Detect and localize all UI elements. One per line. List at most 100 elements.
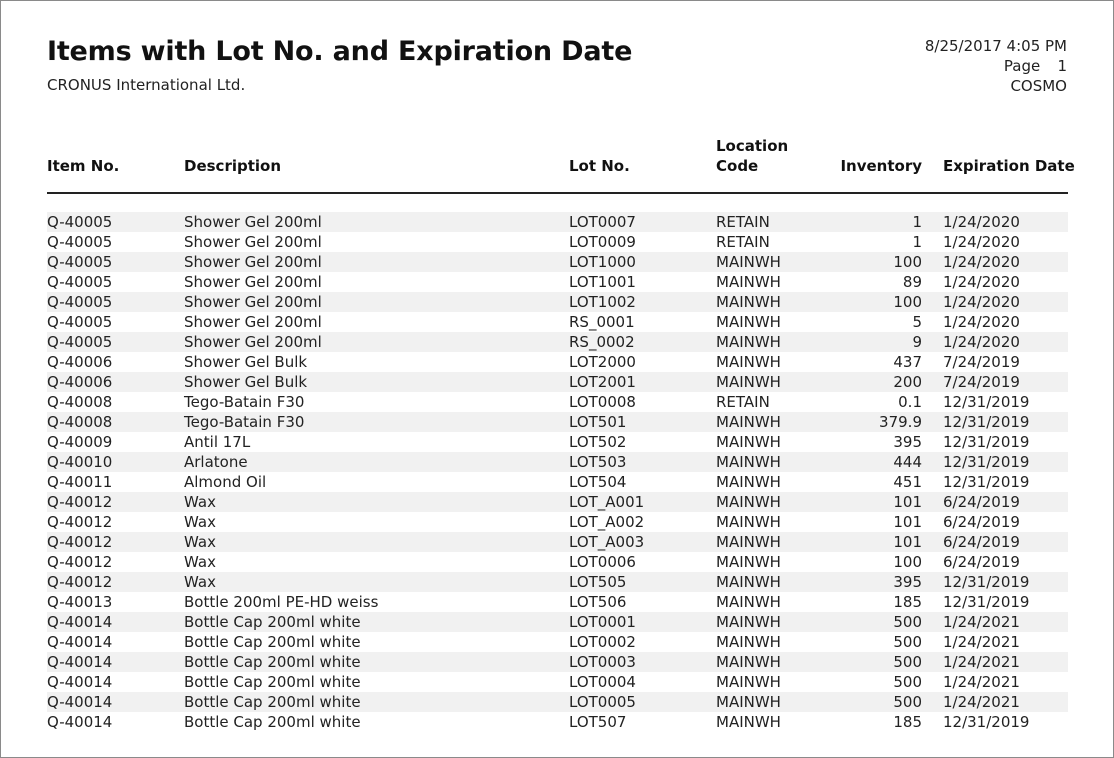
location-code-cell: MAINWH — [716, 553, 781, 571]
expiration-date-cell: 1/24/2020 — [943, 293, 1020, 311]
description-cell: Bottle Cap 200ml white — [184, 653, 361, 671]
table-row: Q-40013 Bottle 200ml PE-HD weiss LOT506 MAI… — [47, 592, 1068, 612]
description-cell: Arlatone — [184, 453, 248, 471]
report-datetime: 8/25/2017 4:05 PM — [924, 37, 1067, 55]
lot-no-cell: LOT505 — [569, 573, 627, 591]
inventory-cell: 100 — [893, 293, 922, 311]
lot-no-cell: LOT1000 — [569, 253, 636, 271]
table-row: Q-40012 Wax LOT_A002 MAINWH 101 6/24/2019 — [47, 512, 1068, 532]
location-code-cell: MAINWH — [716, 713, 781, 731]
page-indicator: Page 1 — [925, 56, 1067, 76]
table-row: Q-40005 Shower Gel 200ml LOT0009 RETAIN 1 1/2… — [47, 232, 1068, 252]
table-row: Q-40009 Antil 17L LOT502 MAINWH 395 12/31/201… — [47, 432, 1068, 452]
expiration-date-cell: 6/24/2019 — [943, 553, 1020, 571]
table-body: Q-40005 Shower Gel 200ml LOT0007 RETAIN 1 1/2… — [47, 212, 1068, 732]
description-cell: Shower Gel 200ml — [184, 333, 322, 351]
inventory-cell: 395 — [893, 433, 922, 451]
inventory-cell: 5 — [912, 313, 922, 331]
lot-no-cell: LOT507 — [569, 713, 627, 731]
inventory-cell: 200 — [893, 373, 922, 391]
expiration-date-cell: 12/31/2019 — [943, 453, 1030, 471]
table-row: Q-40012 Wax LOT_A001 MAINWH 101 6/24/2019 — [47, 492, 1068, 512]
item-no-cell: Q-40012 — [47, 553, 113, 571]
item-no-cell: Q-40012 — [47, 533, 113, 551]
inventory-cell: 101 — [893, 513, 922, 531]
location-code-cell: MAINWH — [716, 593, 781, 611]
table-row: Q-40008 Tego-Batain F30 LOT501 MAINWH 379.9 1… — [47, 412, 1068, 432]
item-no-cell: Q-40012 — [47, 513, 113, 531]
inventory-cell: 444 — [893, 453, 922, 471]
expiration-date-cell: 1/24/2020 — [943, 313, 1020, 331]
table-row: Q-40012 Wax LOT505 MAINWH 395 12/31/2019 — [47, 572, 1068, 592]
expiration-date-cell: 7/24/2019 — [943, 373, 1020, 391]
inventory-cell: 89 — [902, 273, 922, 291]
lot-no-cell: LOT2001 — [569, 373, 636, 391]
item-no-cell: Q-40014 — [47, 613, 113, 631]
expiration-date-cell: 1/24/2020 — [943, 253, 1020, 271]
location-code-cell: RETAIN — [716, 233, 770, 251]
lot-no-cell: LOT0004 — [569, 673, 636, 691]
report-user: COSMO — [1010, 77, 1067, 95]
expiration-date-cell: 7/24/2019 — [943, 353, 1020, 371]
item-no-cell: Q-40005 — [47, 293, 113, 311]
table-header: Item No. Description Lot No. Location Co… — [47, 134, 1075, 194]
location-code-cell: MAINWH — [716, 513, 781, 531]
description-cell: Shower Gel 200ml — [184, 293, 322, 311]
location-code-cell: MAINWH — [716, 333, 781, 351]
table-row: Q-40014 Bottle Cap 200ml white LOT0004 MAIN… — [47, 672, 1068, 692]
item-no-cell: Q-40006 — [47, 373, 113, 391]
location-code-cell: MAINWH — [716, 633, 781, 651]
location-code-cell: MAINWH — [716, 253, 781, 271]
description-cell: Bottle Cap 200ml white — [184, 613, 361, 631]
expiration-date-cell: 6/24/2019 — [943, 513, 1020, 531]
description-cell: Shower Gel 200ml — [184, 273, 322, 291]
inventory-cell: 100 — [893, 253, 922, 271]
expiration-date-cell: 1/24/2021 — [943, 653, 1020, 671]
location-code-cell: MAINWH — [716, 693, 781, 711]
lot-no-cell: LOT0007 — [569, 213, 636, 231]
item-no-cell: Q-40006 — [47, 353, 113, 371]
table-row: Q-40012 Wax LOT_A003 MAINWH 101 6/24/2019 — [47, 532, 1068, 552]
location-code-cell: MAINWH — [716, 653, 781, 671]
expiration-date-cell: 12/31/2019 — [943, 573, 1030, 591]
item-no-cell: Q-40014 — [47, 673, 113, 691]
table-row: Q-40012 Wax LOT0006 MAINWH 100 6/24/2019 — [47, 552, 1068, 572]
lot-no-cell: LOT506 — [569, 593, 627, 611]
description-cell: Wax — [184, 573, 216, 591]
location-code-cell: MAINWH — [716, 453, 781, 471]
item-no-cell: Q-40005 — [47, 213, 113, 231]
description-cell: Bottle Cap 200ml white — [184, 633, 361, 651]
description-cell: Shower Gel 200ml — [184, 233, 322, 251]
location-code-cell: MAINWH — [716, 313, 781, 331]
inventory-cell: 500 — [893, 613, 922, 631]
expiration-date-cell: 1/24/2020 — [943, 233, 1020, 251]
lot-no-cell: LOT1001 — [569, 273, 636, 291]
column-header-expiration-date: Expiration Date — [943, 157, 1075, 175]
expiration-date-cell: 12/31/2019 — [943, 393, 1030, 411]
expiration-date-cell: 1/24/2020 — [943, 333, 1020, 351]
item-no-cell: Q-40005 — [47, 333, 113, 351]
table-row: Q-40005 Shower Gel 200ml LOT1002 MAINWH 100 1… — [47, 292, 1068, 312]
item-no-cell: Q-40011 — [47, 473, 113, 491]
report-meta: 8/25/2017 4:05 PM Page 1 COSMO — [925, 36, 1067, 96]
column-header-location-line1: Location — [716, 137, 789, 155]
item-no-cell: Q-40014 — [47, 633, 113, 651]
item-no-cell: Q-40012 — [47, 493, 113, 511]
expiration-date-cell: 12/31/2019 — [943, 593, 1030, 611]
inventory-cell: 185 — [893, 593, 922, 611]
lot-no-cell: RS_0001 — [569, 313, 635, 331]
expiration-date-cell: 1/24/2021 — [943, 613, 1020, 631]
table-row: Q-40014 Bottle Cap 200ml white LOT0003 MAIN… — [47, 652, 1068, 672]
table-row: Q-40005 Shower Gel 200ml RS_0002 MAINWH 9 1/2… — [47, 332, 1068, 352]
expiration-date-cell: 12/31/2019 — [943, 713, 1030, 731]
expiration-date-cell: 12/31/2019 — [943, 473, 1030, 491]
location-code-cell: RETAIN — [716, 213, 770, 231]
item-no-cell: Q-40005 — [47, 273, 113, 291]
lot-no-cell: RS_0002 — [569, 333, 635, 351]
item-no-cell: Q-40014 — [47, 693, 113, 711]
table-row: Q-40005 Shower Gel 200ml LOT1001 MAINWH 89 1/… — [47, 272, 1068, 292]
location-code-cell: MAINWH — [716, 613, 781, 631]
expiration-date-cell: 1/24/2020 — [943, 273, 1020, 291]
item-no-cell: Q-40014 — [47, 713, 113, 731]
